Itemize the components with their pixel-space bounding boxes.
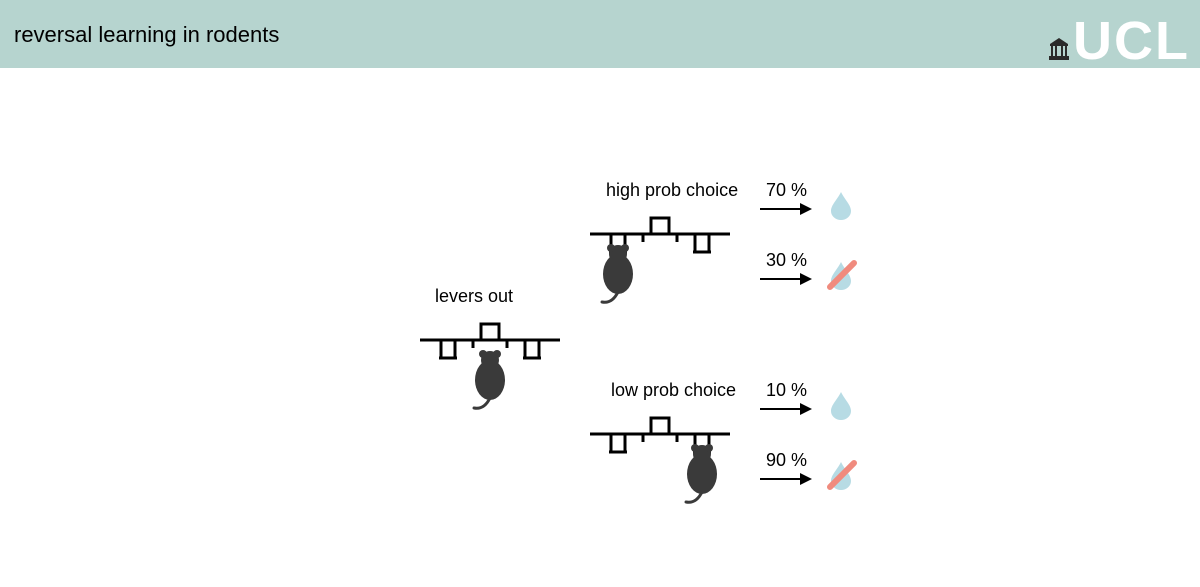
slide-title: reversal learning in rodents bbox=[14, 22, 279, 48]
label-10pct: 10 % bbox=[766, 380, 807, 401]
label-30pct: 30 % bbox=[766, 250, 807, 271]
label-levers-out: levers out bbox=[435, 286, 513, 307]
portico-icon bbox=[1049, 38, 1069, 60]
ucl-logo: UCL bbox=[1049, 8, 1190, 68]
arrow-30 bbox=[760, 278, 810, 280]
apparatus-low-prob bbox=[585, 414, 735, 509]
label-90pct: 90 % bbox=[766, 450, 807, 471]
diagram-canvas: levers out high prob choice low prob choic… bbox=[0, 68, 1200, 587]
arrow-10 bbox=[760, 408, 810, 410]
apparatus-levers-out bbox=[415, 320, 565, 415]
arrow-70 bbox=[760, 208, 810, 210]
label-low-prob: low prob choice bbox=[611, 380, 736, 401]
reward-drop-70 bbox=[830, 190, 852, 220]
apparatus-high-prob bbox=[585, 214, 735, 309]
arrow-90 bbox=[760, 478, 810, 480]
label-high-prob: high prob choice bbox=[606, 180, 738, 201]
reward-drop-10 bbox=[830, 390, 852, 420]
slide-header: reversal learning in rodents UCL bbox=[0, 0, 1200, 68]
label-70pct: 70 % bbox=[766, 180, 807, 201]
ucl-wordmark: UCL bbox=[1073, 14, 1190, 68]
